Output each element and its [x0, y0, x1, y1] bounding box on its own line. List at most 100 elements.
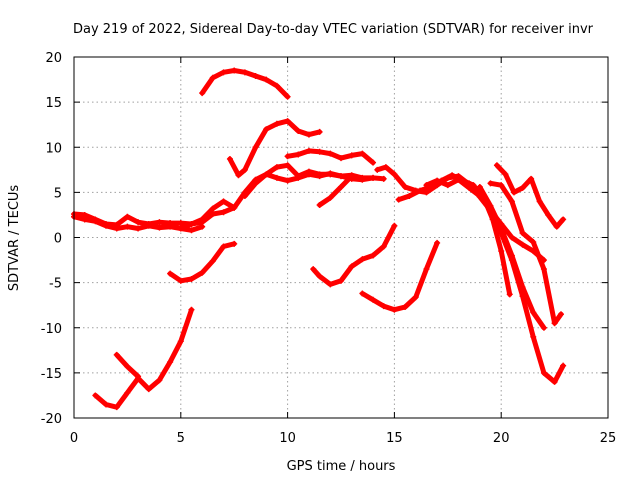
data-point: [553, 223, 560, 230]
x-tick-label: 5: [177, 431, 185, 446]
series-line: [466, 180, 547, 263]
series-s17: [476, 183, 547, 331]
data-point: [545, 211, 552, 218]
data-point: [156, 224, 163, 231]
data-point: [508, 234, 515, 241]
data-point: [558, 311, 565, 318]
data-point: [220, 209, 227, 216]
data-point: [502, 171, 509, 178]
data-point: [316, 273, 323, 280]
data-point: [188, 306, 195, 313]
data-point: [81, 211, 88, 218]
data-point: [530, 333, 537, 340]
x-tick-label: 10: [279, 431, 296, 446]
data-point: [235, 172, 242, 179]
data-point: [382, 164, 389, 171]
series-s5: [167, 240, 238, 284]
plot-area: [71, 67, 567, 411]
data-point: [508, 252, 515, 259]
y-tick-label: 0: [54, 232, 62, 247]
series-s8: [226, 118, 323, 179]
data-point: [540, 369, 547, 376]
data-point: [113, 351, 120, 358]
series-s7: [199, 67, 291, 100]
data-point: [519, 241, 526, 248]
data-point: [220, 243, 227, 250]
data-point: [177, 225, 184, 232]
data-point: [263, 76, 270, 83]
series-s4: [113, 351, 142, 380]
data-point: [273, 174, 280, 181]
data-point: [92, 216, 99, 223]
data-point: [359, 150, 366, 157]
series-s10: [284, 147, 377, 166]
data-point: [449, 172, 456, 179]
data-point: [199, 216, 206, 223]
data-point: [241, 192, 248, 199]
y-tick-label: 5: [54, 186, 62, 201]
data-point: [113, 404, 120, 411]
series-s12: [310, 222, 398, 288]
data-point: [103, 220, 110, 227]
series-s11: [316, 173, 355, 209]
series-line: [310, 223, 397, 287]
data-point: [528, 175, 535, 182]
data-point: [284, 93, 291, 100]
data-point: [220, 198, 227, 205]
data-point: [359, 176, 366, 183]
series-s19: [466, 180, 547, 264]
x-tick-label: 15: [386, 431, 403, 446]
data-point: [316, 148, 323, 155]
data-point: [156, 377, 163, 384]
data-point: [145, 220, 152, 227]
data-point: [391, 171, 398, 178]
data-point: [412, 294, 419, 301]
data-point: [273, 120, 280, 127]
series-line: [396, 172, 513, 297]
x-tick-label: 25: [600, 431, 617, 446]
data-point: [423, 182, 430, 189]
data-point: [455, 176, 462, 183]
data-point: [284, 118, 291, 125]
data-point: [273, 82, 280, 89]
x-axis-label: GPS time / hours: [287, 459, 396, 474]
data-point: [423, 266, 430, 273]
data-point: [476, 193, 483, 200]
data-point: [540, 266, 547, 273]
data-point: [220, 69, 227, 76]
data-point: [370, 159, 377, 166]
data-point: [113, 221, 120, 228]
data-point: [493, 162, 500, 169]
series-s18: [487, 180, 565, 327]
data-point: [241, 166, 248, 173]
data-point: [226, 155, 233, 162]
series-line: [178, 198, 237, 231]
data-point: [338, 277, 344, 284]
data-point: [359, 256, 366, 263]
data-point: [498, 220, 505, 227]
data-point: [167, 220, 174, 227]
data-point: [327, 150, 334, 157]
data-point: [231, 240, 238, 247]
y-tick-label: 15: [45, 96, 62, 111]
data-point: [177, 220, 184, 227]
data-point: [519, 184, 526, 191]
data-point: [156, 219, 163, 226]
data-point: [511, 189, 518, 196]
data-point: [380, 243, 387, 250]
x-tick-label: 0: [70, 431, 78, 446]
series-s9: [241, 162, 387, 199]
data-point: [199, 90, 206, 97]
axis-ticks: [73, 56, 609, 419]
data-point: [252, 144, 259, 151]
data-point: [540, 257, 547, 264]
data-point: [536, 198, 543, 205]
data-point: [380, 303, 387, 310]
series-line: [227, 118, 323, 178]
data-point: [444, 182, 451, 189]
y-tick-label: -15: [41, 367, 62, 382]
data-point: [327, 281, 334, 288]
data-point: [188, 276, 195, 283]
data-point: [209, 74, 216, 81]
